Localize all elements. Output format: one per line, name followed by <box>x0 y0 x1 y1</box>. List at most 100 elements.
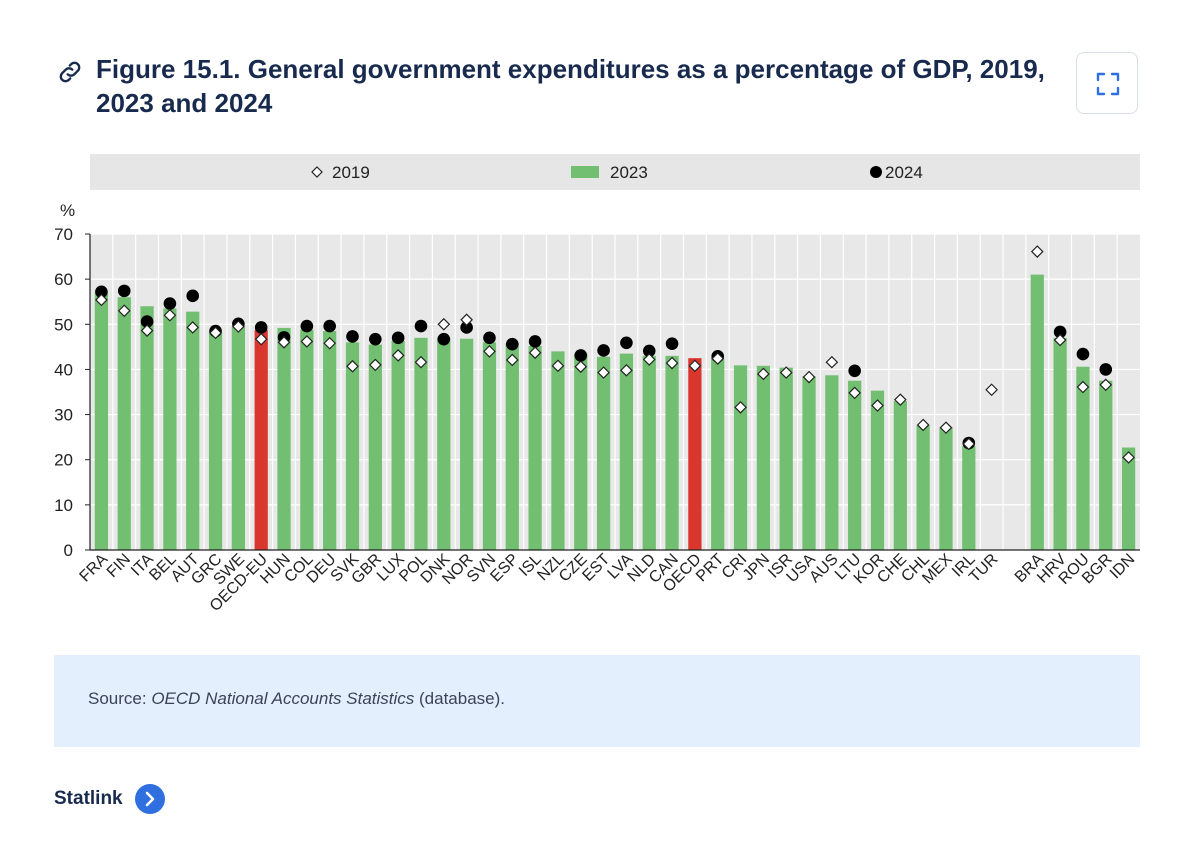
point-2024-SVK <box>346 330 359 343</box>
point-2024-COL <box>300 319 314 333</box>
bar-2023-BRA <box>1030 274 1044 550</box>
point-2019-NLD <box>642 353 656 366</box>
bar-2023-COL <box>300 329 314 550</box>
legend-marker-2023 <box>571 166 599 178</box>
bar-2023-LTU <box>848 380 862 550</box>
source-note: Source: OECD National Accounts Statistic… <box>54 655 1140 747</box>
point-2024-OECD-EU <box>254 321 268 334</box>
bar-2023-MEX <box>939 427 953 550</box>
bar-2023-LUX <box>391 340 405 550</box>
point-2019-ISR <box>779 366 793 379</box>
point-2024-POL <box>414 319 428 333</box>
legend-background <box>90 154 1140 190</box>
point-2019-CAN <box>665 356 679 370</box>
expand-button[interactable] <box>1076 52 1138 114</box>
bar-2023-OECD <box>688 358 702 550</box>
bar-2023-BEL <box>163 308 177 550</box>
point-2024-FIN <box>117 284 131 298</box>
point-2019-SVK <box>346 359 359 373</box>
point-2019-JPN <box>757 367 770 381</box>
bar-2023-CAN <box>665 355 679 550</box>
bar-2023-CHE <box>893 401 907 550</box>
point-2019-TUR <box>985 383 998 397</box>
statlink: Statlink <box>54 784 165 814</box>
y-tick-label: 20 <box>54 451 73 470</box>
point-2024-ESP <box>505 337 519 351</box>
point-2019-GBR <box>368 358 382 372</box>
bar-2023-CRI <box>733 365 748 550</box>
point-2019-KOR <box>871 399 884 412</box>
point-2019-CRI <box>734 401 747 414</box>
point-2019-IRL <box>962 437 976 451</box>
legend-marker-2024 <box>870 166 882 178</box>
y-axis-label: % <box>60 201 75 220</box>
point-2019-POL <box>414 355 428 369</box>
bar-2023-DNK <box>437 337 451 550</box>
bar-2023-EST <box>596 356 611 550</box>
point-2024-AUT <box>186 289 200 303</box>
bar-2023-ISR <box>779 367 793 550</box>
point-2019-AUS <box>825 355 839 369</box>
point-2019-MEX <box>939 421 953 435</box>
page-title: Figure 15.1. General government expendit… <box>96 54 1045 118</box>
point-2024-ITA <box>140 315 154 328</box>
bar-2023-OECD-EU <box>254 330 268 550</box>
point-2019-OECD-EU <box>254 332 268 346</box>
legend-label-2024: 2024 <box>885 163 923 182</box>
bar-2023-USA <box>802 376 816 550</box>
legend-marker-2019 <box>311 166 323 178</box>
point-2024-GBR <box>369 332 382 346</box>
link-icon[interactable] <box>56 58 84 86</box>
point-2024-HRV <box>1053 325 1067 339</box>
y-tick-label: 60 <box>54 270 73 289</box>
point-2024-ROU <box>1076 347 1090 361</box>
point-2019-FIN <box>117 304 131 318</box>
point-2019-SVN <box>483 345 496 358</box>
expand-icon <box>1096 72 1120 96</box>
bar-2023-FRA <box>94 292 109 550</box>
bar-2023-JPN <box>756 365 770 550</box>
statlink-label: Statlink <box>54 788 123 809</box>
point-2019-BGR <box>1099 378 1113 392</box>
bar-2023-FIN <box>117 297 131 550</box>
source-suffix: (database). <box>414 689 506 708</box>
bar-2023-NLD <box>642 355 656 550</box>
bar-2023-NZL <box>551 351 565 550</box>
y-tick-label: 70 <box>54 225 73 244</box>
bar-2023-HRV <box>1053 337 1067 550</box>
point-2024-LTU <box>848 364 861 378</box>
bar-2023-GBR <box>368 344 382 550</box>
y-tick-label: 30 <box>54 406 73 425</box>
y-tick-label: 40 <box>54 360 73 379</box>
point-2019-AUT <box>186 321 200 334</box>
source-database: OECD National Accounts Statistics <box>151 689 415 708</box>
point-2019-DEU <box>323 336 337 350</box>
statlink-button[interactable] <box>134 784 165 814</box>
point-2019-ROU <box>1076 380 1090 394</box>
point-2024-BEL <box>163 297 177 310</box>
point-2019-ESP <box>505 353 519 367</box>
point-2024-BGR <box>1099 363 1113 376</box>
point-2024-CAN <box>665 337 679 350</box>
bar-2023-HUN <box>277 327 291 550</box>
point-2024-NLD <box>642 344 656 358</box>
point-2019-LTU <box>848 386 862 400</box>
chevron-right-icon <box>145 791 154 807</box>
point-2019-LUX <box>391 349 405 362</box>
bar-2023-BGR <box>1099 380 1113 550</box>
bar-2023-ROU <box>1076 366 1090 550</box>
chart: 2019 2023 2024010203040506070%FRAFINITABEL… <box>54 154 1140 615</box>
point-2019-DNK <box>437 317 451 331</box>
point-2019-HRV <box>1053 333 1067 347</box>
bar-2023-NOR <box>460 338 474 550</box>
point-2019-IDN <box>1122 451 1135 464</box>
point-2024-NOR <box>460 321 473 334</box>
point-2019-USA <box>802 370 816 384</box>
point-2019-BEL <box>163 308 177 322</box>
bar-2023-DEU <box>323 331 337 550</box>
point-2019-FRA <box>95 293 108 307</box>
bar-2023-SWE <box>231 326 245 550</box>
point-2024-EST <box>597 344 610 357</box>
point-2024-DEU <box>323 319 336 333</box>
point-2019-COL <box>300 335 314 348</box>
